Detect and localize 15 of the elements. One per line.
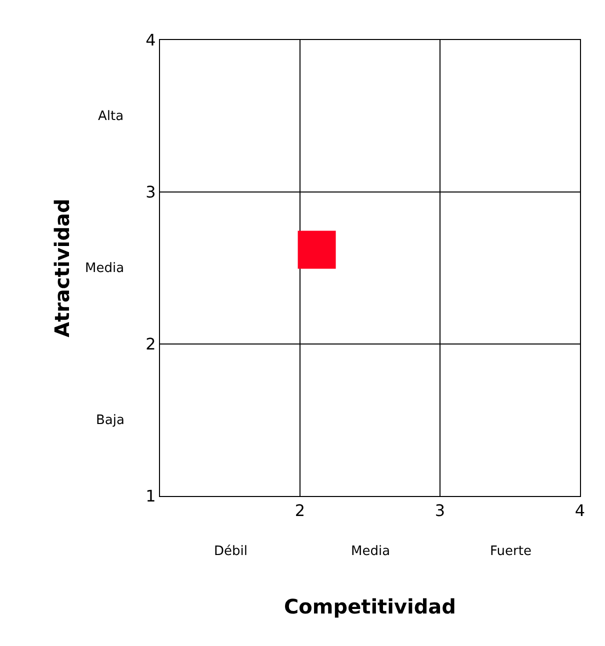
text: Media: [351, 544, 390, 559]
x-tick-label: 3: [434, 501, 446, 520]
y-tick-label: 1: [146, 486, 156, 506]
text: Media: [85, 261, 124, 276]
x-tick-label: 2: [294, 501, 306, 520]
y-tick-label: 2: [146, 334, 156, 354]
text: Alta: [98, 109, 124, 124]
text: Baja: [96, 413, 124, 428]
x-tick-label: 4: [574, 501, 586, 520]
x-axis-title: Competitividad: [284, 594, 456, 619]
y-tick-label: 3: [146, 182, 156, 202]
text: Fuerte: [490, 544, 532, 559]
text: Débil: [214, 544, 248, 559]
y-axis-title: Atractividad: [50, 198, 74, 338]
y-tick-label: 4: [146, 30, 156, 50]
